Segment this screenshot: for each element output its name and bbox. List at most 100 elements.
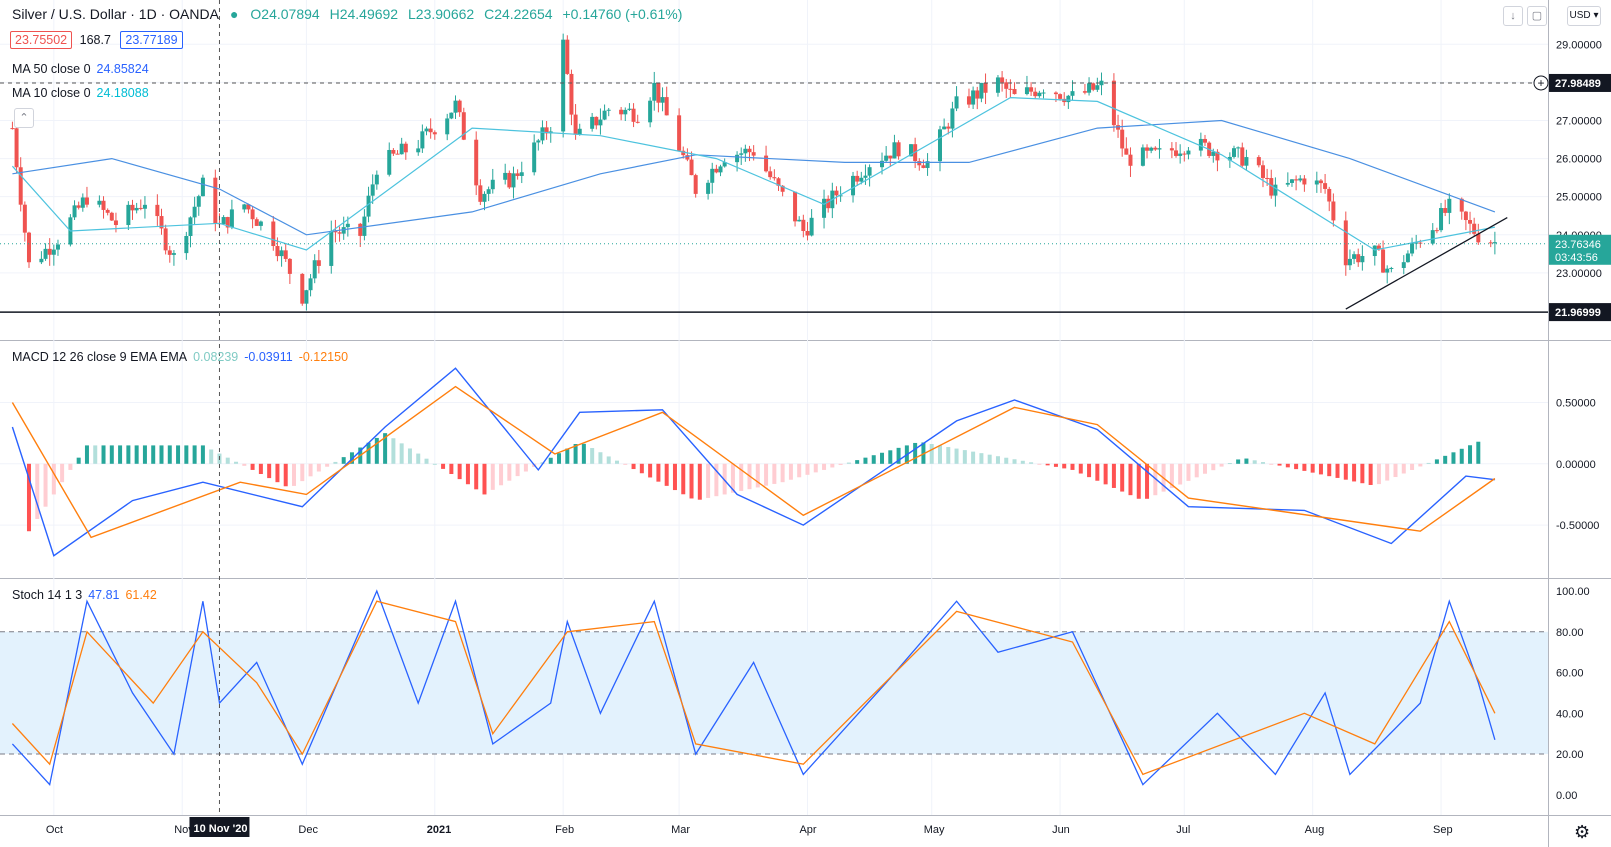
- candle-body[interactable]: [250, 209, 255, 220]
- candle-body[interactable]: [855, 175, 860, 182]
- candle-body[interactable]: [213, 177, 218, 224]
- candle-body[interactable]: [1314, 180, 1319, 185]
- candle-body[interactable]: [937, 129, 942, 162]
- candle-body[interactable]: [590, 116, 595, 129]
- candle-body[interactable]: [863, 175, 868, 178]
- candle-body[interactable]: [627, 108, 632, 110]
- candle-body[interactable]: [1231, 148, 1236, 157]
- download-button[interactable]: ↓: [1503, 6, 1523, 26]
- candle-body[interactable]: [399, 143, 404, 155]
- candle-body[interactable]: [18, 167, 23, 205]
- candle-body[interactable]: [163, 228, 168, 251]
- candle-body[interactable]: [312, 260, 317, 279]
- candle-body[interactable]: [126, 204, 131, 226]
- candle-body[interactable]: [1178, 153, 1183, 156]
- candle-body[interactable]: [1347, 258, 1352, 266]
- candle-body[interactable]: [304, 290, 309, 304]
- candle-body[interactable]: [275, 246, 280, 257]
- candle-body[interactable]: [308, 278, 313, 291]
- candle-body[interactable]: [1029, 87, 1034, 92]
- candle-body[interactable]: [457, 100, 462, 113]
- candle-body[interactable]: [1149, 147, 1154, 151]
- candle-body[interactable]: [279, 250, 284, 257]
- candle-body[interactable]: [1024, 87, 1029, 95]
- candle-body[interactable]: [1004, 82, 1009, 89]
- candle-body[interactable]: [316, 260, 321, 266]
- candle-body[interactable]: [1298, 178, 1303, 181]
- settings-button[interactable]: ⚙: [1574, 822, 1590, 843]
- currency-button[interactable]: USD ▾: [1567, 6, 1601, 26]
- candle-body[interactable]: [188, 217, 193, 236]
- candle-body[interactable]: [1414, 242, 1419, 244]
- candle-body[interactable]: [449, 112, 454, 119]
- candle-body[interactable]: [1066, 95, 1071, 103]
- candle-body[interactable]: [271, 221, 276, 247]
- candle-body[interactable]: [1124, 148, 1129, 155]
- candle-body[interactable]: [1302, 178, 1307, 185]
- candle-body[interactable]: [97, 200, 102, 205]
- candle-body[interactable]: [1128, 154, 1133, 166]
- candle-body[interactable]: [1430, 230, 1435, 244]
- candle-body[interactable]: [1463, 211, 1468, 221]
- candle-body[interactable]: [1037, 92, 1042, 97]
- candle-body[interactable]: [424, 128, 429, 132]
- candle-body[interactable]: [1099, 80, 1104, 86]
- candle-body[interactable]: [623, 109, 628, 115]
- candle-body[interactable]: [838, 195, 843, 197]
- candle-body[interactable]: [1472, 223, 1477, 234]
- candle-body[interactable]: [1227, 156, 1232, 161]
- candle-body[interactable]: [1418, 242, 1423, 244]
- candle-body[interactable]: [341, 227, 346, 234]
- candle-body[interactable]: [515, 173, 520, 176]
- candle-body[interactable]: [283, 250, 288, 259]
- candle-body[interactable]: [921, 165, 926, 168]
- candle-body[interactable]: [171, 253, 176, 255]
- candle-body[interactable]: [722, 162, 727, 167]
- candle-body[interactable]: [1356, 254, 1361, 263]
- stoch-pane[interactable]: [0, 589, 1548, 786]
- candle-body[interactable]: [22, 204, 27, 233]
- candle-body[interactable]: [1476, 233, 1481, 243]
- candle-body[interactable]: [39, 258, 44, 263]
- candle-body[interactable]: [159, 216, 164, 229]
- candle-body[interactable]: [1182, 153, 1187, 155]
- candle-body[interactable]: [714, 168, 719, 173]
- candle-body[interactable]: [822, 198, 827, 218]
- candle-body[interactable]: [105, 209, 110, 213]
- ma10-legend[interactable]: MA 10 close 0 24.18088: [12, 86, 149, 100]
- candle-body[interactable]: [300, 273, 305, 304]
- candle-body[interactable]: [826, 198, 831, 209]
- candle-body[interactable]: [1447, 198, 1452, 213]
- candle-body[interactable]: [1236, 147, 1241, 149]
- candle-body[interactable]: [1095, 85, 1100, 90]
- fullscreen-button[interactable]: ▢: [1527, 6, 1547, 26]
- candle-body[interactable]: [1012, 89, 1017, 95]
- candle-body[interactable]: [747, 148, 752, 153]
- candle-body[interactable]: [482, 193, 487, 202]
- candle-body[interactable]: [532, 142, 537, 173]
- candle-body[interactable]: [395, 153, 400, 155]
- candle-body[interactable]: [101, 200, 106, 210]
- candle-body[interactable]: [565, 39, 570, 74]
- candle-body[interactable]: [10, 128, 15, 130]
- candle-body[interactable]: [72, 205, 77, 218]
- candle-body[interactable]: [1318, 180, 1323, 184]
- candle-body[interactable]: [619, 109, 624, 115]
- candle-body[interactable]: [950, 108, 955, 129]
- candle-body[interactable]: [648, 100, 653, 123]
- macd-pane[interactable]: [11, 367, 1496, 557]
- candle-body[interactable]: [242, 204, 247, 210]
- candle-body[interactable]: [896, 142, 901, 157]
- candle-body[interactable]: [1285, 182, 1290, 185]
- candle-body[interactable]: [561, 39, 566, 132]
- candle-body[interactable]: [1410, 243, 1415, 254]
- candle-body[interactable]: [880, 160, 885, 168]
- candle-body[interactable]: [1327, 188, 1332, 202]
- candle-body[interactable]: [287, 258, 292, 274]
- candle-body[interactable]: [1203, 138, 1208, 143]
- candle-body[interactable]: [1174, 150, 1179, 156]
- candle-body[interactable]: [764, 155, 769, 172]
- candle-body[interactable]: [345, 223, 350, 228]
- candle-body[interactable]: [329, 230, 334, 266]
- ma50-legend[interactable]: MA 50 close 0 24.85824: [12, 62, 149, 76]
